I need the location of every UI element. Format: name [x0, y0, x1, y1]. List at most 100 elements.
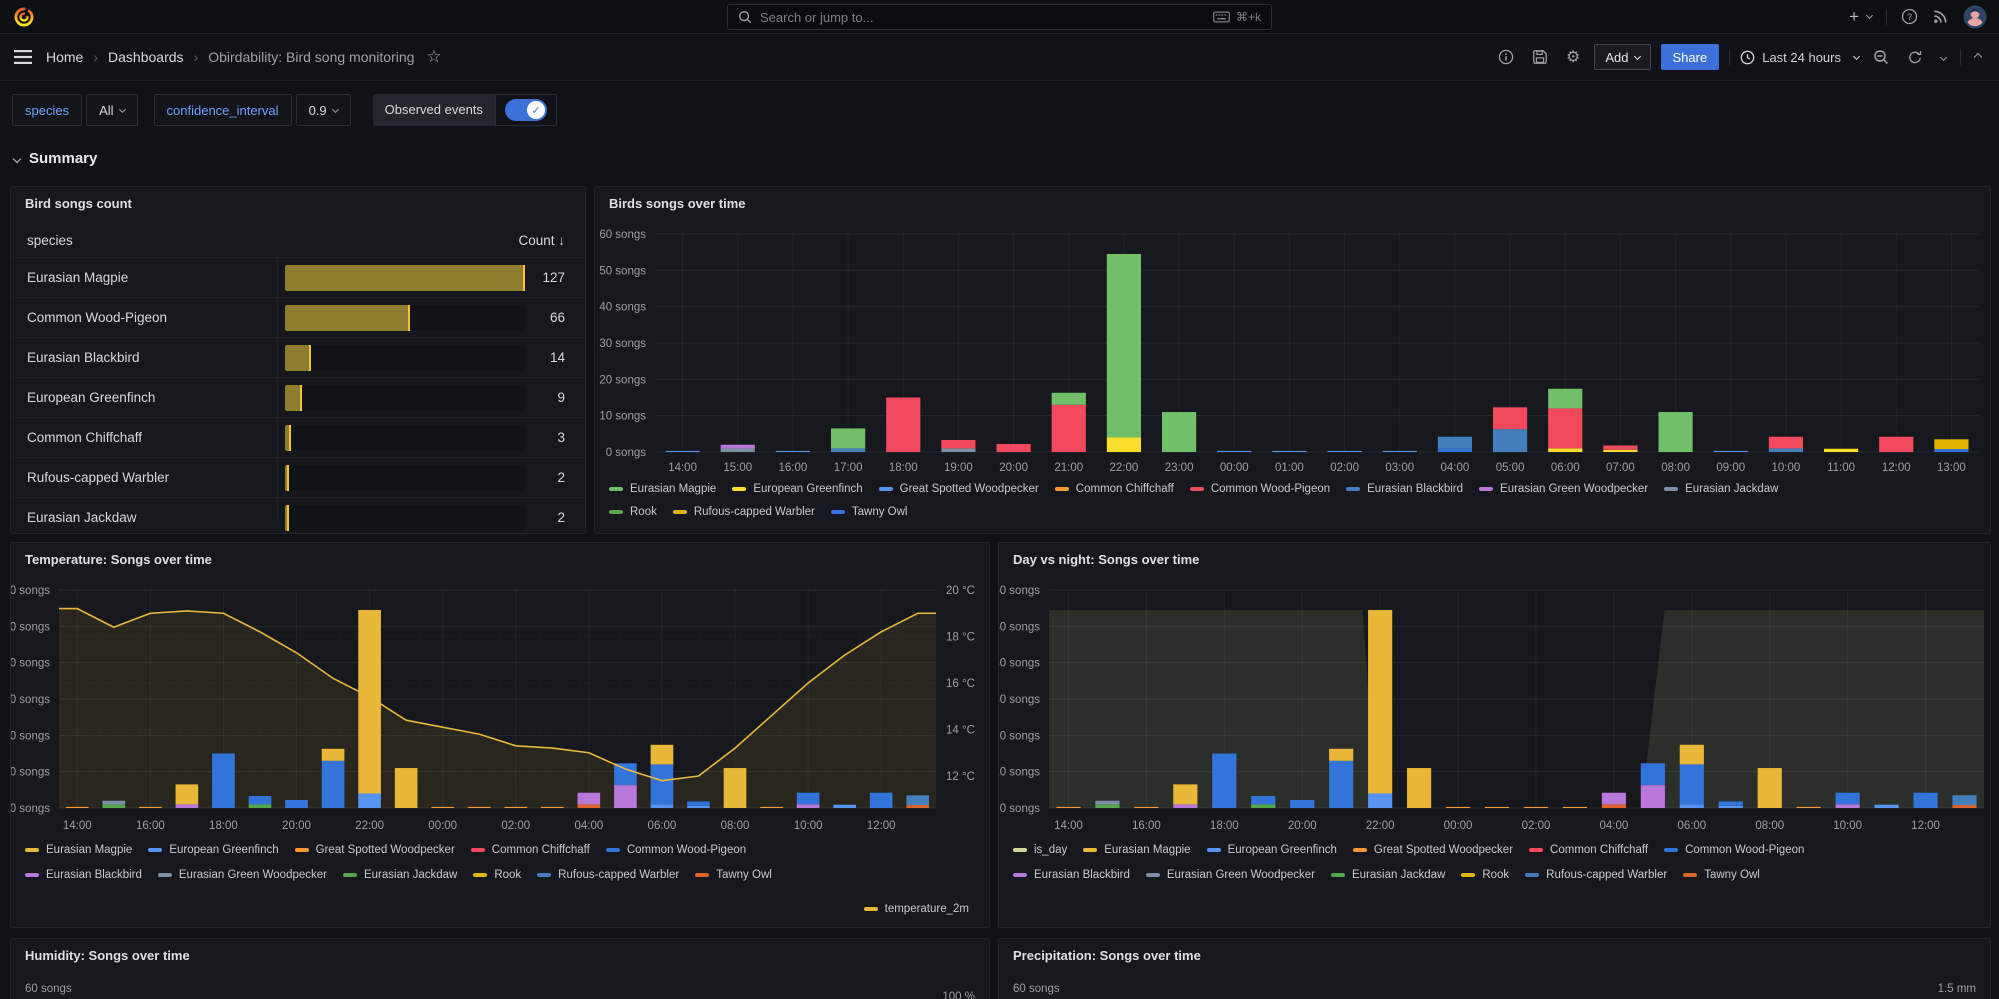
- bar-segment[interactable]: [467, 806, 491, 809]
- bar-segment[interactable]: [650, 764, 674, 805]
- bar-segment[interactable]: [1768, 448, 1804, 452]
- bar-segment[interactable]: [1056, 806, 1081, 809]
- bar-segment[interactable]: [833, 804, 856, 808]
- bar-segment[interactable]: [1603, 449, 1638, 452]
- bar-segment[interactable]: [1051, 404, 1086, 452]
- bar-segment[interactable]: [1134, 806, 1159, 809]
- legend-item[interactable]: Eurasian Jackdaw: [342, 869, 457, 881]
- legend-item[interactable]: Eurasian Magpie: [1083, 844, 1191, 856]
- bar-segment[interactable]: [1562, 806, 1588, 809]
- bar-segment[interactable]: [1952, 805, 1977, 808]
- bar-segment[interactable]: [1713, 450, 1748, 453]
- table-row[interactable]: Eurasian Blackbird 14: [11, 337, 585, 377]
- bar-segment[interactable]: [1368, 609, 1393, 794]
- bar-segment[interactable]: [1548, 408, 1583, 449]
- bar-segment[interactable]: [1445, 806, 1471, 809]
- legend-item[interactable]: is_day: [1013, 844, 1067, 856]
- bar-segment[interactable]: [723, 768, 747, 808]
- table-row[interactable]: Common Wood-Pigeon 66: [11, 297, 585, 337]
- bar-segment[interactable]: [577, 792, 601, 805]
- legend-item[interactable]: Common Chiffchaff: [1054, 483, 1174, 495]
- bar-segment[interactable]: [139, 806, 162, 809]
- variable-value-dropdown[interactable]: 0.9: [295, 94, 351, 126]
- table-row[interactable]: European Greenfinch 9: [11, 377, 585, 417]
- bar-segment[interactable]: [1835, 792, 1860, 805]
- bar-segment[interactable]: [102, 800, 126, 805]
- bar-segment[interactable]: [285, 800, 308, 808]
- column-header-species[interactable]: species: [27, 233, 73, 248]
- bar-segment[interactable]: [614, 785, 637, 808]
- bar-segment[interactable]: [1329, 760, 1354, 808]
- bar-segment[interactable]: [1212, 753, 1237, 809]
- bar-segment[interactable]: [720, 444, 755, 449]
- legend-item[interactable]: Eurasian Green Woodpecker: [1145, 869, 1315, 881]
- bar-segment[interactable]: [886, 397, 921, 453]
- bar-segment[interactable]: [1368, 793, 1393, 808]
- bar-segment[interactable]: [1382, 450, 1417, 453]
- bar-segment[interactable]: [1217, 450, 1252, 453]
- legend-item[interactable]: European Greenfinch: [732, 483, 863, 495]
- refresh-icon[interactable]: [1903, 45, 1927, 69]
- bar-segment[interactable]: [1835, 804, 1860, 808]
- bar-segment[interactable]: [720, 448, 755, 452]
- column-header-count[interactable]: Count ↓: [518, 233, 565, 248]
- bar-segment[interactable]: [996, 444, 1031, 452]
- news-icon[interactable]: [1932, 8, 1949, 25]
- bar-segment[interactable]: [1095, 800, 1120, 805]
- bar-segment[interactable]: [796, 792, 820, 805]
- collapse-toolbar-chevron[interactable]: [1971, 50, 1985, 64]
- share-button[interactable]: Share: [1660, 44, 1720, 70]
- bar-segment[interactable]: [175, 784, 199, 805]
- bar-segment[interactable]: [358, 609, 381, 794]
- bar-segment[interactable]: [1161, 412, 1197, 452]
- bar-segment[interactable]: [1603, 445, 1638, 450]
- bar-segment[interactable]: [1679, 804, 1704, 808]
- bar-segment[interactable]: [1879, 436, 1914, 452]
- bar-segment[interactable]: [1757, 768, 1782, 808]
- bar-segment[interactable]: [431, 806, 455, 809]
- legend-item[interactable]: Rook: [1461, 869, 1509, 881]
- variable-value-dropdown[interactable]: All: [86, 94, 138, 126]
- legend-item[interactable]: Great Spotted Woodpecker: [878, 483, 1039, 495]
- bar-segment[interactable]: [1272, 450, 1307, 453]
- bar-segment[interactable]: [1823, 448, 1859, 452]
- legend-item[interactable]: Common Chiffchaff: [470, 844, 590, 856]
- legend-item[interactable]: Common Chiffchaff: [1529, 844, 1648, 856]
- legend-item[interactable]: Eurasian Blackbird: [1013, 869, 1130, 881]
- bar-segment[interactable]: [1437, 436, 1473, 449]
- table-row[interactable]: Common Chiffchaff 3: [11, 417, 585, 457]
- legend-item[interactable]: Eurasian Green Woodpecker: [157, 869, 327, 881]
- bar-segment[interactable]: [1640, 785, 1665, 808]
- bar-segment[interactable]: [358, 793, 381, 808]
- bar-segment[interactable]: [1601, 804, 1626, 808]
- new-menu-button[interactable]: +: [1849, 8, 1874, 25]
- bar-segment[interactable]: [1492, 429, 1528, 452]
- daynight-chart[interactable]: 0 songs 10 songs 20 songs 30 songs 40 songs 5…: [999, 543, 1992, 929]
- bar-segment[interactable]: [796, 804, 820, 808]
- legend-item[interactable]: Rufous-capped Warbler: [672, 506, 815, 518]
- legend-item[interactable]: Tawny Owl: [695, 869, 772, 881]
- legend-item[interactable]: Eurasian Blackbird: [25, 869, 142, 881]
- dashboard-settings-icon[interactable]: ⚙: [1562, 43, 1584, 71]
- refresh-interval-chevron[interactable]: [1937, 51, 1950, 64]
- legend-item[interactable]: Common Wood-Pigeon: [605, 844, 746, 856]
- bar-segment[interactable]: [1106, 437, 1142, 452]
- legend-item[interactable]: Tawny Owl: [1683, 869, 1760, 881]
- menu-toggle[interactable]: [14, 50, 32, 64]
- bar-segment[interactable]: [504, 806, 528, 809]
- bar-segment[interactable]: [1095, 804, 1120, 808]
- bar-segment[interactable]: [665, 450, 700, 453]
- songs-time[interactable]: 0 songs 10 songs 20 songs 30 songs 40 songs 5…: [595, 187, 1992, 535]
- legend-item[interactable]: Great Spotted Woodpecker: [294, 844, 455, 856]
- bar-segment[interactable]: [1173, 784, 1198, 805]
- legend-item[interactable]: Eurasian Blackbird: [1346, 483, 1463, 495]
- bar-segment[interactable]: [212, 753, 235, 809]
- user-avatar[interactable]: [1963, 5, 1987, 29]
- bar-segment[interactable]: [906, 795, 930, 806]
- bar-segment[interactable]: [248, 804, 272, 808]
- bar-segment[interactable]: [760, 806, 783, 809]
- bar-segment[interactable]: [1640, 763, 1665, 786]
- table-row[interactable]: Rufous-capped Warbler 2: [11, 457, 585, 497]
- bar-segment[interactable]: [1658, 412, 1693, 452]
- bar-segment[interactable]: [1484, 806, 1510, 809]
